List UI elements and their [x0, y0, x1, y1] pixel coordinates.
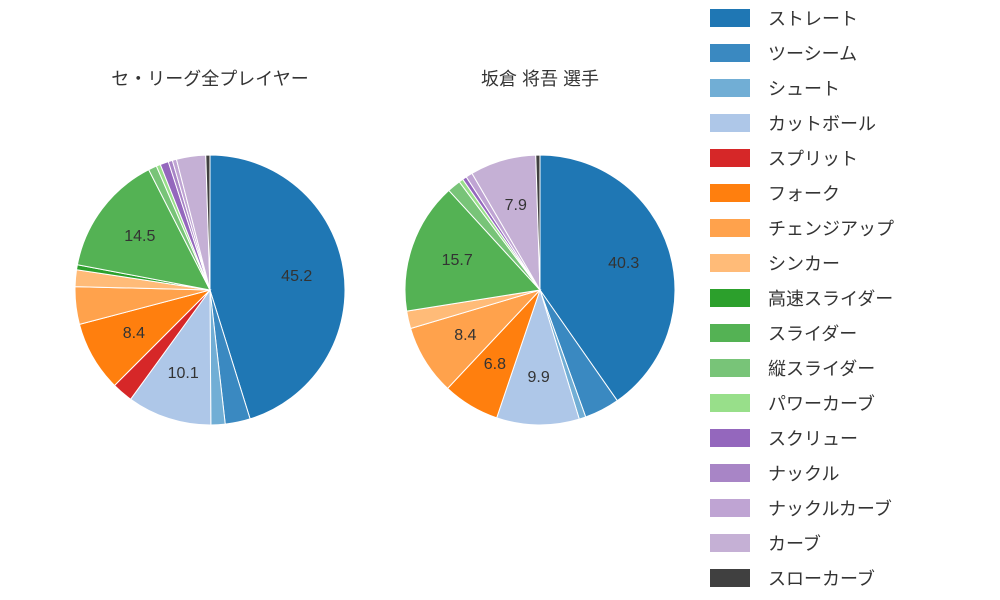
legend-swatch	[710, 394, 750, 412]
legend-swatch	[710, 464, 750, 482]
legend-item-screw: スクリュー	[710, 420, 980, 455]
legend-label: ナックル	[768, 460, 839, 486]
pie-slice-straight	[540, 155, 675, 401]
slice-label: 8.4	[454, 327, 476, 345]
pie-slice-v_slider	[449, 182, 540, 290]
slice-label: 9.9	[527, 369, 549, 387]
legend-item-power_curve: パワーカーブ	[710, 385, 980, 420]
legend-swatch	[710, 114, 750, 132]
legend-swatch	[710, 219, 750, 237]
pie-slice-curve	[472, 155, 540, 290]
legend-label: 高速スライダー	[768, 285, 893, 311]
pie-slice-cutball	[497, 290, 580, 425]
legend-label: ストレート	[768, 5, 858, 31]
legend-item-fast_slider: 高速スライダー	[710, 280, 980, 315]
legend-swatch	[710, 569, 750, 587]
pie-slice-slow_curve	[536, 155, 540, 290]
pie-slice-changeup	[411, 290, 540, 388]
legend-item-cutball: カットボール	[710, 105, 980, 140]
slice-label: 15.7	[442, 252, 473, 270]
legend-label: ツーシーム	[768, 40, 857, 66]
legend-label: フォーク	[768, 180, 840, 206]
legend-swatch	[710, 9, 750, 27]
legend-swatch	[710, 79, 750, 97]
pie-slice-two_seam	[540, 290, 617, 417]
legend-label: カーブ	[768, 530, 821, 556]
legend-label: シュート	[768, 75, 840, 101]
pie-slice-sinker	[407, 290, 540, 328]
slice-label: 40.3	[608, 255, 639, 273]
pie-slice-fork	[448, 290, 540, 418]
legend-label: シンカー	[768, 250, 840, 276]
legend-label: 縦スライダー	[768, 355, 875, 381]
legend-label: パワーカーブ	[768, 390, 875, 416]
legend-swatch	[710, 149, 750, 167]
pie-slice-knuckle_curve	[466, 173, 540, 290]
pie-slice-screw	[463, 177, 540, 290]
pie-slice-shoot	[540, 290, 586, 419]
legend-item-slider: スライダー	[710, 315, 980, 350]
legend-item-shoot: シュート	[710, 70, 980, 105]
legend-swatch	[710, 499, 750, 517]
legend-swatch	[710, 324, 750, 342]
legend-label: チェンジアップ	[768, 215, 894, 241]
legend: ストレートツーシームシュートカットボールスプリットフォークチェンジアップシンカー…	[710, 0, 980, 595]
legend-swatch	[710, 289, 750, 307]
legend-item-split: スプリット	[710, 140, 980, 175]
legend-item-changeup: チェンジアップ	[710, 210, 980, 245]
legend-item-v_slider: 縦スライダー	[710, 350, 980, 385]
chart-container: セ・リーグ全プレイヤー坂倉 将吾 選手 45.210.18.414.540.39…	[0, 0, 1000, 600]
slice-label: 6.8	[484, 356, 506, 374]
legend-item-straight: ストレート	[710, 0, 980, 35]
legend-item-knuckle: ナックル	[710, 455, 980, 490]
legend-label: カットボール	[768, 110, 876, 136]
legend-swatch	[710, 184, 750, 202]
legend-item-knuckle_curve: ナックルカーブ	[710, 490, 980, 525]
legend-label: スライダー	[768, 320, 857, 346]
legend-item-sinker: シンカー	[710, 245, 980, 280]
legend-swatch	[710, 44, 750, 62]
legend-item-two_seam: ツーシーム	[710, 35, 980, 70]
legend-item-curve: カーブ	[710, 525, 980, 560]
pie-slice-slider	[405, 190, 540, 311]
slice-label: 7.9	[505, 197, 527, 215]
legend-swatch	[710, 534, 750, 552]
legend-item-fork: フォーク	[710, 175, 980, 210]
legend-label: スプリット	[768, 145, 858, 171]
legend-label: ナックルカーブ	[768, 495, 892, 521]
pie-slice-power_curve	[459, 179, 540, 290]
legend-swatch	[710, 359, 750, 377]
legend-swatch	[710, 429, 750, 447]
legend-label: スローカーブ	[768, 565, 875, 591]
legend-swatch	[710, 254, 750, 272]
legend-item-slow_curve: スローカーブ	[710, 560, 980, 595]
legend-label: スクリュー	[768, 425, 858, 451]
